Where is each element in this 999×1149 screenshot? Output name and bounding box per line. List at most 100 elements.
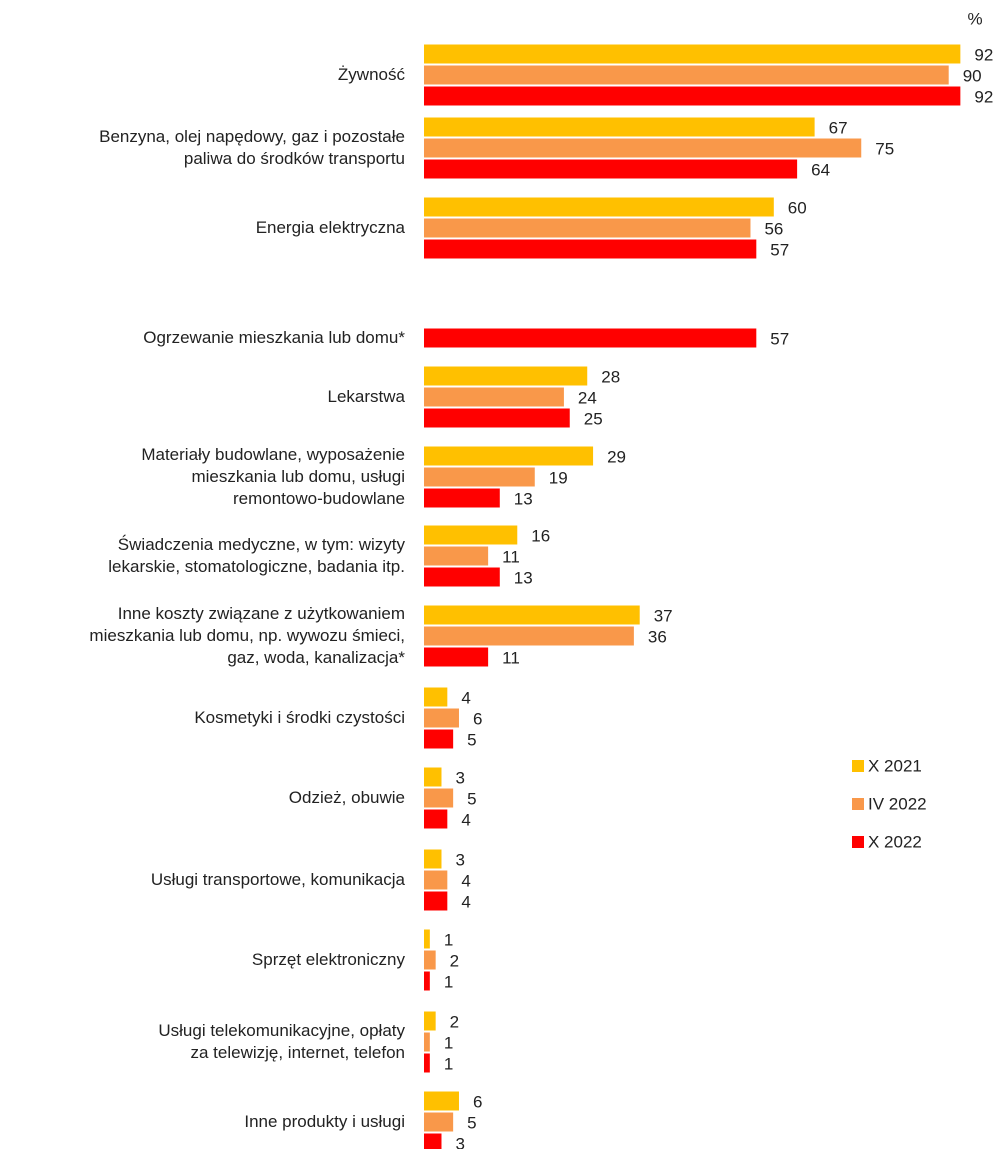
value-label: 4 bbox=[461, 871, 470, 890]
category-label: Sprzęt elektroniczny bbox=[251, 950, 405, 969]
value-label: 1 bbox=[444, 1033, 453, 1052]
bar bbox=[424, 971, 430, 991]
bar bbox=[424, 891, 448, 911]
category-label: Lekarstwa bbox=[327, 387, 405, 406]
value-label: 4 bbox=[461, 810, 470, 829]
value-label: 1 bbox=[444, 930, 453, 949]
value-label: 92 bbox=[974, 87, 993, 106]
category-label: Inne produkty i usługi bbox=[244, 1112, 405, 1131]
bar bbox=[424, 159, 798, 179]
bar bbox=[424, 1133, 442, 1149]
bar bbox=[424, 239, 757, 259]
bar bbox=[424, 870, 448, 890]
bar bbox=[424, 1112, 454, 1132]
value-label: 36 bbox=[648, 627, 667, 646]
value-label: 13 bbox=[514, 568, 533, 587]
bar bbox=[424, 647, 489, 667]
value-label: 25 bbox=[584, 409, 603, 428]
value-label: 13 bbox=[514, 489, 533, 508]
value-label: 11 bbox=[502, 648, 520, 667]
bar bbox=[424, 366, 588, 386]
value-label: 11 bbox=[502, 547, 520, 566]
value-label: 1 bbox=[444, 1054, 453, 1073]
value-label: 19 bbox=[549, 468, 568, 487]
bar bbox=[424, 729, 454, 749]
value-label: 6 bbox=[473, 709, 482, 728]
bar bbox=[424, 567, 500, 587]
bar bbox=[424, 1032, 430, 1052]
category-label: Kosmetyki i środki czystości bbox=[194, 708, 405, 727]
value-label: 4 bbox=[461, 892, 470, 911]
bar bbox=[424, 687, 448, 707]
value-label: 29 bbox=[607, 447, 626, 466]
value-label: 64 bbox=[811, 160, 830, 179]
category-label: Świadczenia medyczne, w tym: wizyty leka… bbox=[108, 535, 405, 576]
bar bbox=[424, 488, 500, 508]
category-label: Żywność bbox=[337, 65, 405, 84]
bar bbox=[424, 788, 454, 808]
category-label: Usługi telekomunikacyjne, opłaty za tele… bbox=[158, 1021, 405, 1062]
value-label: 2 bbox=[450, 951, 459, 970]
bar bbox=[424, 1053, 430, 1073]
value-label: 3 bbox=[455, 850, 464, 869]
value-label: 60 bbox=[788, 198, 807, 217]
value-label: 6 bbox=[473, 1092, 482, 1111]
bar bbox=[424, 708, 459, 728]
value-label: 1 bbox=[444, 972, 453, 991]
unit-label: % bbox=[967, 9, 982, 28]
value-label: 24 bbox=[578, 388, 597, 407]
value-label: 5 bbox=[467, 730, 476, 749]
bar bbox=[424, 929, 430, 949]
value-label: 56 bbox=[764, 219, 783, 238]
bar bbox=[424, 546, 489, 566]
value-label: 16 bbox=[531, 526, 550, 545]
bar bbox=[424, 387, 564, 407]
bar bbox=[424, 446, 594, 466]
value-label: 5 bbox=[467, 789, 476, 808]
legend-label: IV 2022 bbox=[868, 794, 927, 813]
bar bbox=[424, 138, 862, 158]
category-label: Ogrzewanie mieszkania lub domu* bbox=[143, 328, 405, 347]
category-label: Usługi transportowe, komunikacja bbox=[150, 870, 405, 889]
bar bbox=[424, 65, 949, 85]
value-label: 57 bbox=[770, 240, 789, 259]
legend-swatch bbox=[852, 760, 864, 772]
bar bbox=[424, 328, 757, 348]
category-label: Inne koszty związane z użytkowaniem mies… bbox=[89, 604, 405, 667]
bar bbox=[424, 950, 436, 970]
value-label: 3 bbox=[455, 1134, 464, 1149]
bar bbox=[424, 1011, 436, 1031]
legend-label: X 2022 bbox=[868, 832, 922, 851]
category-label: Benzyna, olej napędowy, gaz i pozostałe … bbox=[99, 127, 405, 168]
legend-swatch bbox=[852, 798, 864, 810]
category-label: Odzież, obuwie bbox=[288, 788, 405, 807]
value-label: 37 bbox=[654, 606, 673, 625]
bar bbox=[424, 408, 570, 428]
value-label: 3 bbox=[455, 768, 464, 787]
value-label: 90 bbox=[963, 66, 982, 85]
bar bbox=[424, 767, 442, 787]
value-label: 57 bbox=[770, 329, 789, 348]
value-label: 2 bbox=[450, 1012, 459, 1031]
legend-label: X 2021 bbox=[868, 756, 922, 775]
category-label: Energia elektryczna bbox=[255, 218, 405, 237]
value-label: 4 bbox=[461, 688, 470, 707]
value-label: 75 bbox=[875, 139, 894, 158]
category-label: Materiały budowlane, wyposażenie mieszka… bbox=[141, 445, 405, 508]
bar bbox=[424, 218, 751, 238]
value-label: 92 bbox=[974, 45, 993, 64]
bar bbox=[424, 467, 535, 487]
value-label: 5 bbox=[467, 1113, 476, 1132]
bar bbox=[424, 197, 774, 217]
bar bbox=[424, 849, 442, 869]
value-label: 28 bbox=[601, 367, 620, 386]
legend-swatch bbox=[852, 836, 864, 848]
bar bbox=[424, 525, 518, 545]
bar bbox=[424, 44, 961, 64]
bar bbox=[424, 117, 815, 137]
bar bbox=[424, 809, 448, 829]
bar bbox=[424, 86, 961, 106]
bar bbox=[424, 626, 634, 646]
